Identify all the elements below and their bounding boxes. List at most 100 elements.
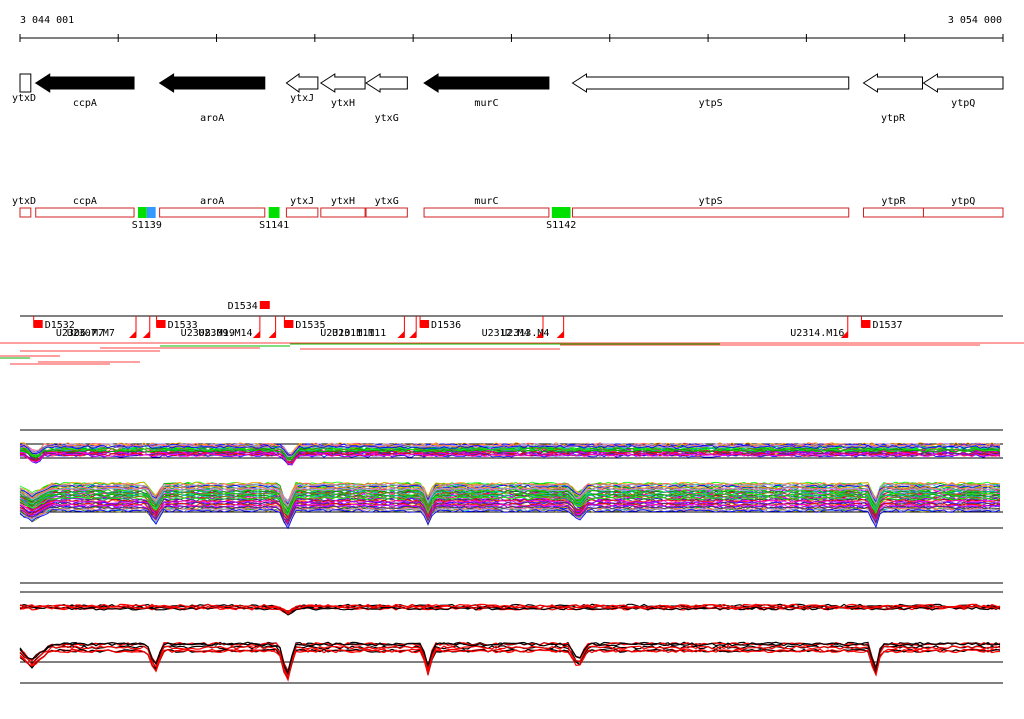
expression-profile-line xyxy=(19,447,1001,459)
expression-profile-line xyxy=(19,447,1001,461)
expression-profiles xyxy=(19,442,1001,530)
gene-label: ccpA xyxy=(73,98,97,109)
up-signal-label: U2310.M11 xyxy=(320,328,374,339)
end-coordinate: 3 054 000 xyxy=(948,15,1002,26)
expression-profile-line xyxy=(19,606,1001,616)
down-signal-label: D1534 xyxy=(228,301,258,312)
down-signal-marker xyxy=(156,320,166,328)
expression-profile-line xyxy=(19,641,1001,673)
expression-profile-line xyxy=(19,453,1001,466)
expression-profile-line xyxy=(19,448,1001,461)
expression-panel-conditions xyxy=(19,429,1003,530)
down-signal-marker xyxy=(420,320,430,328)
transcript-label: ytxD xyxy=(12,196,36,207)
transcript-box xyxy=(423,207,550,218)
gene-arrow xyxy=(365,73,408,93)
gene-label: ytxJ xyxy=(290,93,314,104)
transcript-label: aroA xyxy=(200,196,224,207)
expression-profile-line xyxy=(19,645,1001,678)
expression-profile-line xyxy=(19,642,1001,675)
gene-track: ytxD ccpA aroA ytxJ ytxH ytxG murC ytpS ytpR ytpQ xyxy=(12,73,1004,124)
segment-label: S1139 xyxy=(132,220,162,231)
transcript-box xyxy=(365,207,408,218)
expression-profile-line xyxy=(19,444,1001,458)
transcript-label: ccpA xyxy=(73,196,97,207)
expression-profile-line xyxy=(19,491,1001,514)
down-signal-marker xyxy=(284,320,294,328)
gene-arrow xyxy=(19,73,32,93)
gene-arrow xyxy=(34,73,135,93)
expression-profile-line xyxy=(19,481,1001,503)
up-signal-marker xyxy=(397,331,405,338)
transcript-label: ytpS xyxy=(699,196,723,207)
gene-label: ytpQ xyxy=(951,98,975,109)
transcript-box xyxy=(19,207,32,218)
transcript-box xyxy=(35,207,135,218)
expression-profile-line xyxy=(19,649,1001,682)
transcript-box xyxy=(862,207,924,218)
ruler-ticks xyxy=(19,34,1004,42)
up-signal-label: U2313.M4 xyxy=(501,328,549,339)
gene-arrow xyxy=(862,73,923,93)
start-coordinate: 3 044 001 xyxy=(20,15,74,26)
gene-arrow xyxy=(571,73,850,93)
down-signal-label: D1537 xyxy=(872,320,902,331)
coverage-lines xyxy=(0,342,1024,365)
expression-profile-line xyxy=(19,502,1001,523)
gene-label: murC xyxy=(474,98,498,109)
down-signal-label: D1532 xyxy=(45,320,75,331)
up-signal-marker xyxy=(556,331,564,338)
expression-profile-line xyxy=(19,508,1001,530)
up-signal-label: U2311.M11 xyxy=(332,328,386,339)
expression-profile-line xyxy=(19,452,1001,463)
segment-block xyxy=(551,207,571,218)
transcript-label: ytpR xyxy=(881,196,906,207)
expression-profile-line xyxy=(19,648,1001,680)
gene-label: ytpR xyxy=(881,113,906,124)
down-signal-marker xyxy=(861,320,871,328)
segment-track: S1139 S1141 S1142 xyxy=(132,207,576,231)
expression-profile-line xyxy=(19,445,1001,456)
gene-label: ytpS xyxy=(699,98,723,109)
expression-profile-line xyxy=(19,648,1001,681)
segment-label: S1141 xyxy=(259,220,289,231)
gene-label: aroA xyxy=(200,113,224,124)
transcript-box xyxy=(285,207,319,218)
coordinate-ruler: 3 044 001 3 054 000 xyxy=(19,15,1004,42)
transcript-label: ytpQ xyxy=(951,196,975,207)
transcript-box xyxy=(922,207,1004,218)
transcript-box xyxy=(320,207,366,218)
expression-profile-line xyxy=(19,605,1001,615)
down-signal-label: D1533 xyxy=(168,320,198,331)
up-signal-marker xyxy=(268,331,276,338)
up-signal-label: U2306.M7 xyxy=(56,328,104,339)
up-signal-label: U2307.M7 xyxy=(67,328,115,339)
expression-profile-line xyxy=(19,496,1001,516)
gene-arrow xyxy=(158,73,266,93)
up-signal-label: U2312.M4 xyxy=(482,328,530,339)
expression-profile-line xyxy=(19,494,1001,516)
transcript-track: ytxD ccpA aroA ytxJ ytxH ytxG murC ytpS ytpR ytpQ xyxy=(12,196,1004,218)
gene-arrow xyxy=(922,73,1004,93)
transcript-box xyxy=(159,207,266,218)
gene-label: ytxD xyxy=(12,93,36,104)
down-signal-label: D1536 xyxy=(431,320,461,331)
summary-profiles xyxy=(19,603,1001,682)
expression-profile-line xyxy=(19,487,1000,507)
up-signal-marker xyxy=(129,331,137,338)
expression-panel-summary xyxy=(19,582,1003,684)
expression-profile-line xyxy=(19,452,1001,465)
gene-label: ytxH xyxy=(331,98,355,109)
transcript-label: murC xyxy=(474,196,498,207)
expression-profile-line xyxy=(19,482,1001,502)
up-signal-label: U2309.M14 xyxy=(198,328,252,339)
segment-block xyxy=(146,207,156,218)
up-signal-marker xyxy=(536,331,544,338)
up-signal-label: U2314.M16 xyxy=(790,328,844,339)
expression-profile-line xyxy=(19,645,1001,677)
down-signal-label: D1535 xyxy=(295,320,325,331)
transcript-label: ytxG xyxy=(375,196,399,207)
gene-arrow xyxy=(285,73,319,93)
